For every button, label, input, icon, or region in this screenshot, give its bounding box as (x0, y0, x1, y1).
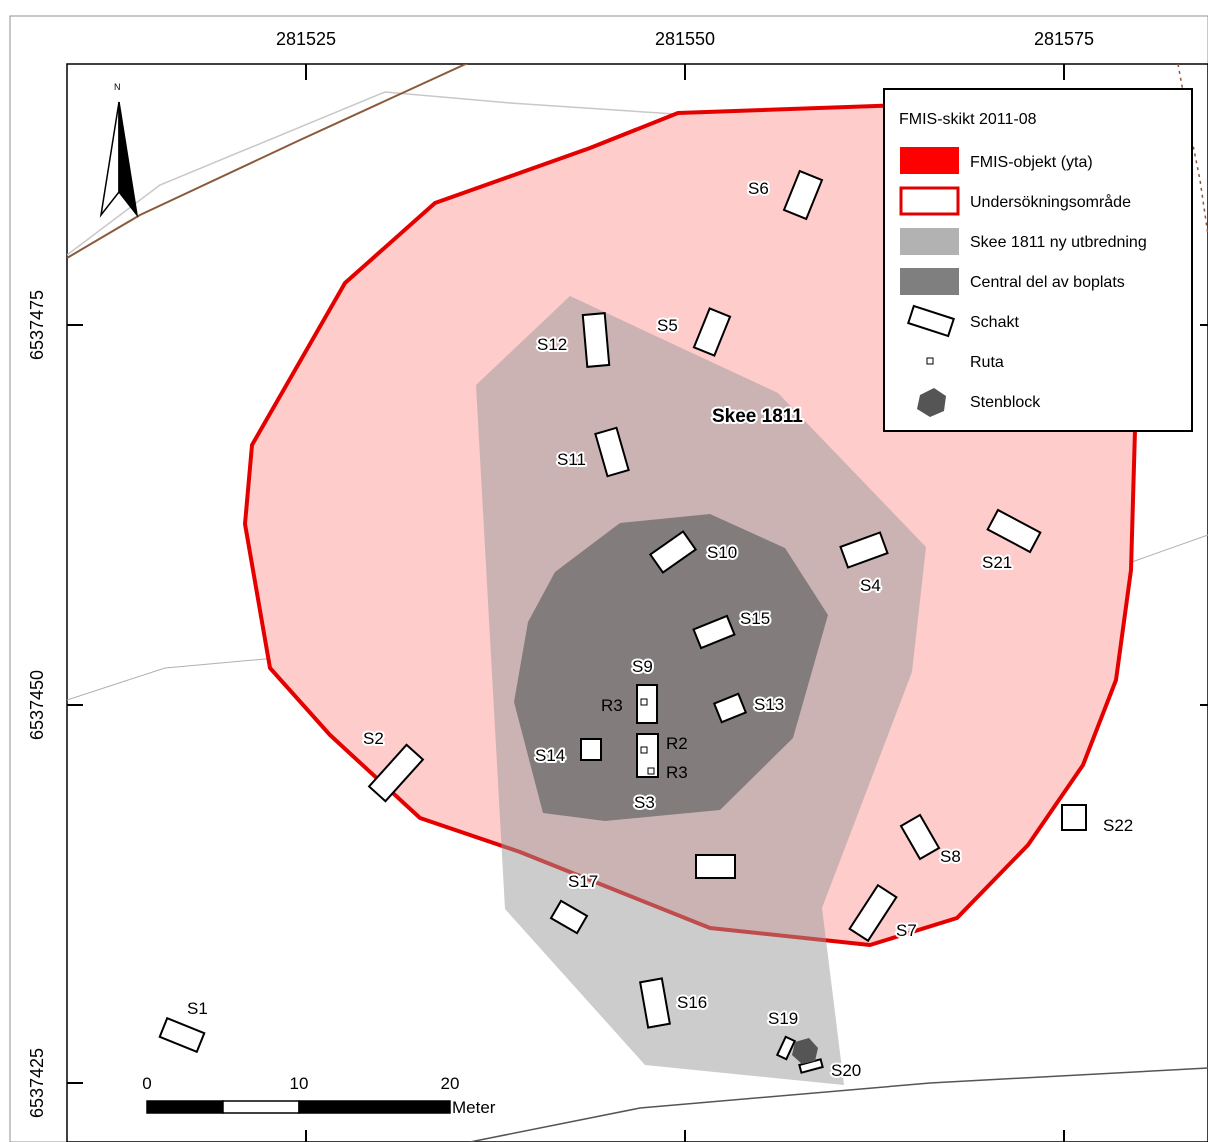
x-coord-label: 281525 (276, 29, 336, 49)
trench-s1 (158, 1016, 206, 1054)
scale-tick-0: 0 (142, 1074, 151, 1093)
trench-s16 (639, 977, 671, 1029)
label-s22: S22 (1103, 816, 1133, 835)
legend-swatch-trench (906, 304, 956, 338)
label-s2: S2 (363, 729, 384, 748)
label-r3-s9: R3 (601, 696, 623, 715)
label-s6: S6 (748, 179, 769, 198)
label-s19: S19 (768, 1009, 798, 1028)
label-s7: S7 (896, 921, 917, 940)
legend-label: Skee 1811 ny utbredning (970, 234, 1147, 251)
label-s8: S8 (940, 847, 961, 866)
trench-labels: S6 S5 S12 S11 S10 S4 S21 S15 S9 S13 S2 S… (185, 177, 1135, 1082)
label-r3-s3: R3 (666, 763, 688, 782)
legend-label: FMIS-objekt (yta) (970, 154, 1093, 171)
square-r3-s3 (647, 767, 655, 775)
label-s15: S15 (740, 609, 770, 628)
trench-s7 (848, 883, 898, 943)
square-labels: R3 R2 R3 (601, 696, 688, 782)
brown-boundary-line (67, 64, 469, 259)
trench-s2 (367, 743, 425, 803)
map-panel: S6 S5 S12 S11 S10 S4 S21 S15 S9 S13 S2 S… (66, 63, 1208, 1142)
trench-group (158, 169, 1087, 1074)
trench-s6 (782, 169, 824, 221)
square-r2 (640, 746, 648, 754)
trench-s5 (692, 307, 732, 357)
scale-tick-10: 10 (290, 1074, 309, 1093)
trench-s21 (986, 508, 1042, 554)
grid-ticks (67, 64, 1208, 1142)
legend-swatch-square (926, 357, 934, 365)
square-group (640, 698, 655, 775)
label-s12: S12 (537, 335, 567, 354)
label-s16: S16 (677, 993, 707, 1012)
legend-swatch-boulder (917, 388, 946, 417)
label-s17: S17 (568, 872, 598, 891)
x-coord-label: 281550 (655, 29, 715, 49)
trench-unlabeled (695, 854, 736, 879)
label-s13: S13 (754, 695, 784, 714)
y-coordinate-labels: 6537475 6537450 6537425 (27, 290, 47, 1118)
label-s14: S14 (535, 746, 565, 765)
legend-swatch-fmis (900, 147, 959, 174)
x-coordinate-labels: 281525 281550 281575 (276, 29, 1094, 49)
trench-s4 (839, 531, 889, 569)
y-coord-label: 6537450 (27, 670, 47, 740)
scale-bar: 0 10 20 Meter (140, 1072, 498, 1119)
label-s21: S21 (982, 553, 1012, 572)
site-label: Skee 1811 (712, 406, 803, 427)
north-label: N (114, 82, 121, 92)
brown-dashed-line (1177, 64, 1208, 236)
label-s3: S3 (634, 793, 655, 812)
boulder (792, 1038, 818, 1064)
legend-label: Schakt (970, 314, 1019, 331)
legend-label: Stenblock (970, 394, 1041, 411)
legend-swatch-extent (900, 228, 959, 255)
label-s5: S5 (657, 316, 678, 335)
legend-box (883, 88, 1193, 432)
road-line (469, 1067, 1208, 1142)
trench-s17 (549, 899, 589, 935)
trench-s19 (775, 1035, 797, 1061)
label-s11: S11 (557, 450, 586, 469)
trench-s8 (899, 813, 941, 861)
trench-s3 (636, 733, 659, 778)
legend-label: Ruta (970, 354, 1004, 371)
legend-title: FMIS-skikt 2011-08 (899, 111, 1037, 128)
label-r2: R2 (666, 734, 688, 753)
trench-s15 (692, 614, 736, 650)
trench-s13 (712, 692, 748, 724)
legend-swatch-survey-area (899, 186, 960, 216)
legend-label: Central del av boplats (970, 274, 1125, 291)
map-legend: FMIS-skikt 2011-08 FMIS-objekt (yta) Und… (883, 88, 1193, 432)
y-coord-label: 6537425 (27, 1048, 47, 1118)
trench-s11 (594, 426, 630, 478)
scale-tick-20: 20 (441, 1074, 460, 1093)
legend-label: Undersökningsområde (970, 193, 1131, 211)
label-s9: S9 (632, 657, 653, 676)
label-s4: S4 (860, 576, 881, 595)
y-coord-label: 6537475 (27, 290, 47, 360)
north-arrow-icon: N (99, 82, 139, 218)
square-r3-s9 (640, 698, 648, 706)
label-s1: S1 (187, 999, 208, 1018)
trench-s12 (581, 312, 611, 368)
trench-s14 (580, 738, 602, 761)
label-s10: S10 (707, 543, 737, 562)
legend-swatch-central (900, 268, 959, 295)
trench-s22 (1061, 804, 1087, 831)
trench-s10 (648, 530, 698, 574)
x-coord-label: 281575 (1034, 29, 1094, 49)
label-s20: S20 (831, 1061, 861, 1080)
scale-unit: Meter (452, 1098, 496, 1117)
